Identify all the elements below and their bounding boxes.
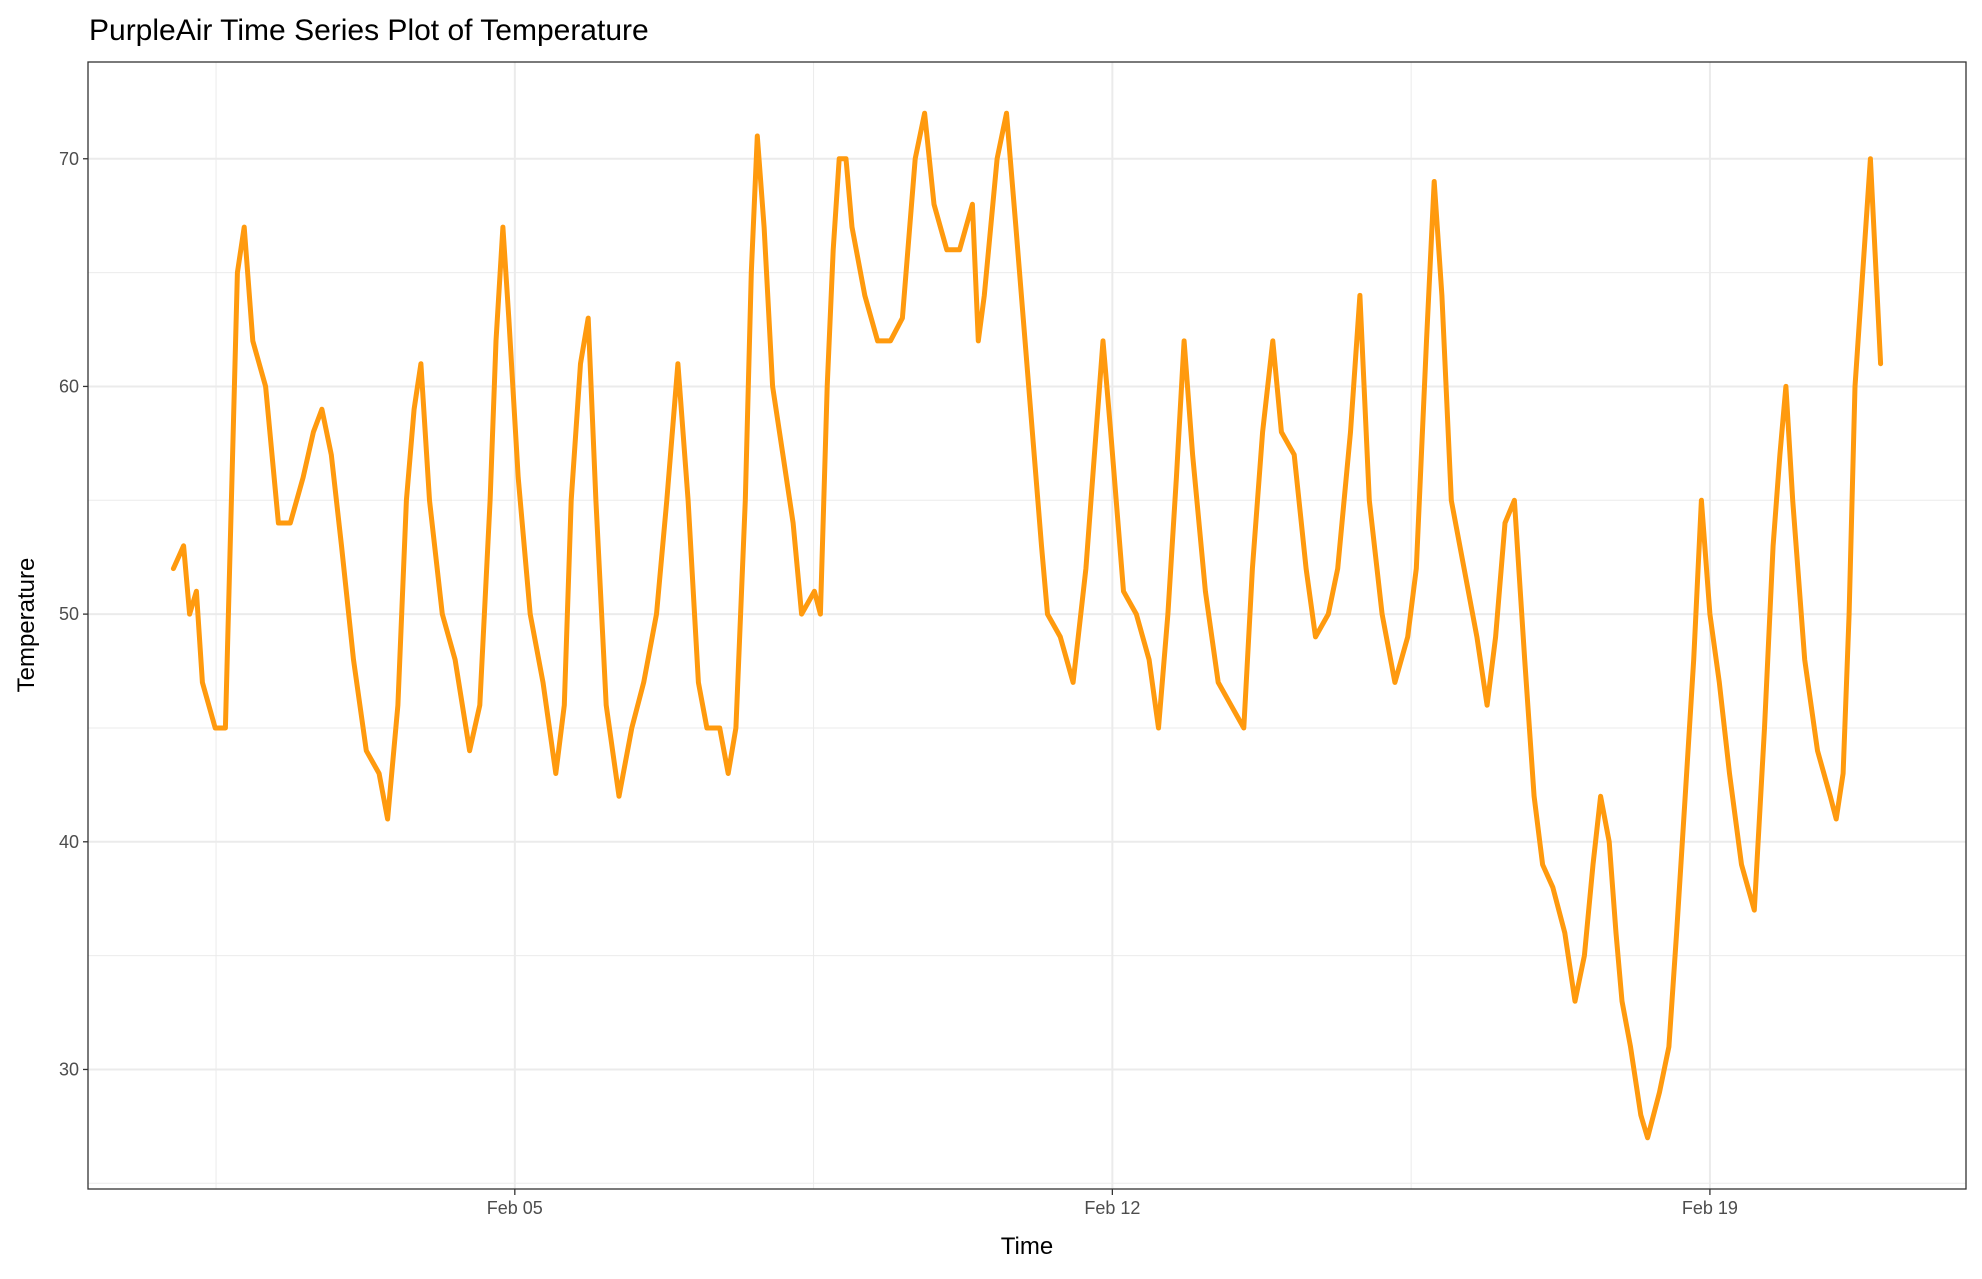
x-tick-label: Feb 19 [1682,1198,1738,1218]
plot-panel [88,62,1966,1189]
y-tick-label: 60 [59,376,79,396]
x-tick-label: Feb 12 [1084,1198,1140,1218]
panel-border [87,61,1967,1190]
y-tick-label: 30 [59,1059,79,1079]
temperature-line [170,110,1884,1141]
x-tick-label: Feb 05 [487,1198,543,1218]
y-axis-title: Temperature [13,558,40,693]
x-axis-title: Time [1001,1233,1053,1260]
y-tick-label: 50 [59,604,79,624]
y-tick-label: 40 [59,832,79,852]
y-tick-label: 70 [59,149,79,169]
chart-title: PurpleAir Time Series Plot of Temperatur… [89,14,649,47]
axes: 30 40 50 60 70 Feb 05 Feb 12 Feb 19 [59,149,1738,1218]
